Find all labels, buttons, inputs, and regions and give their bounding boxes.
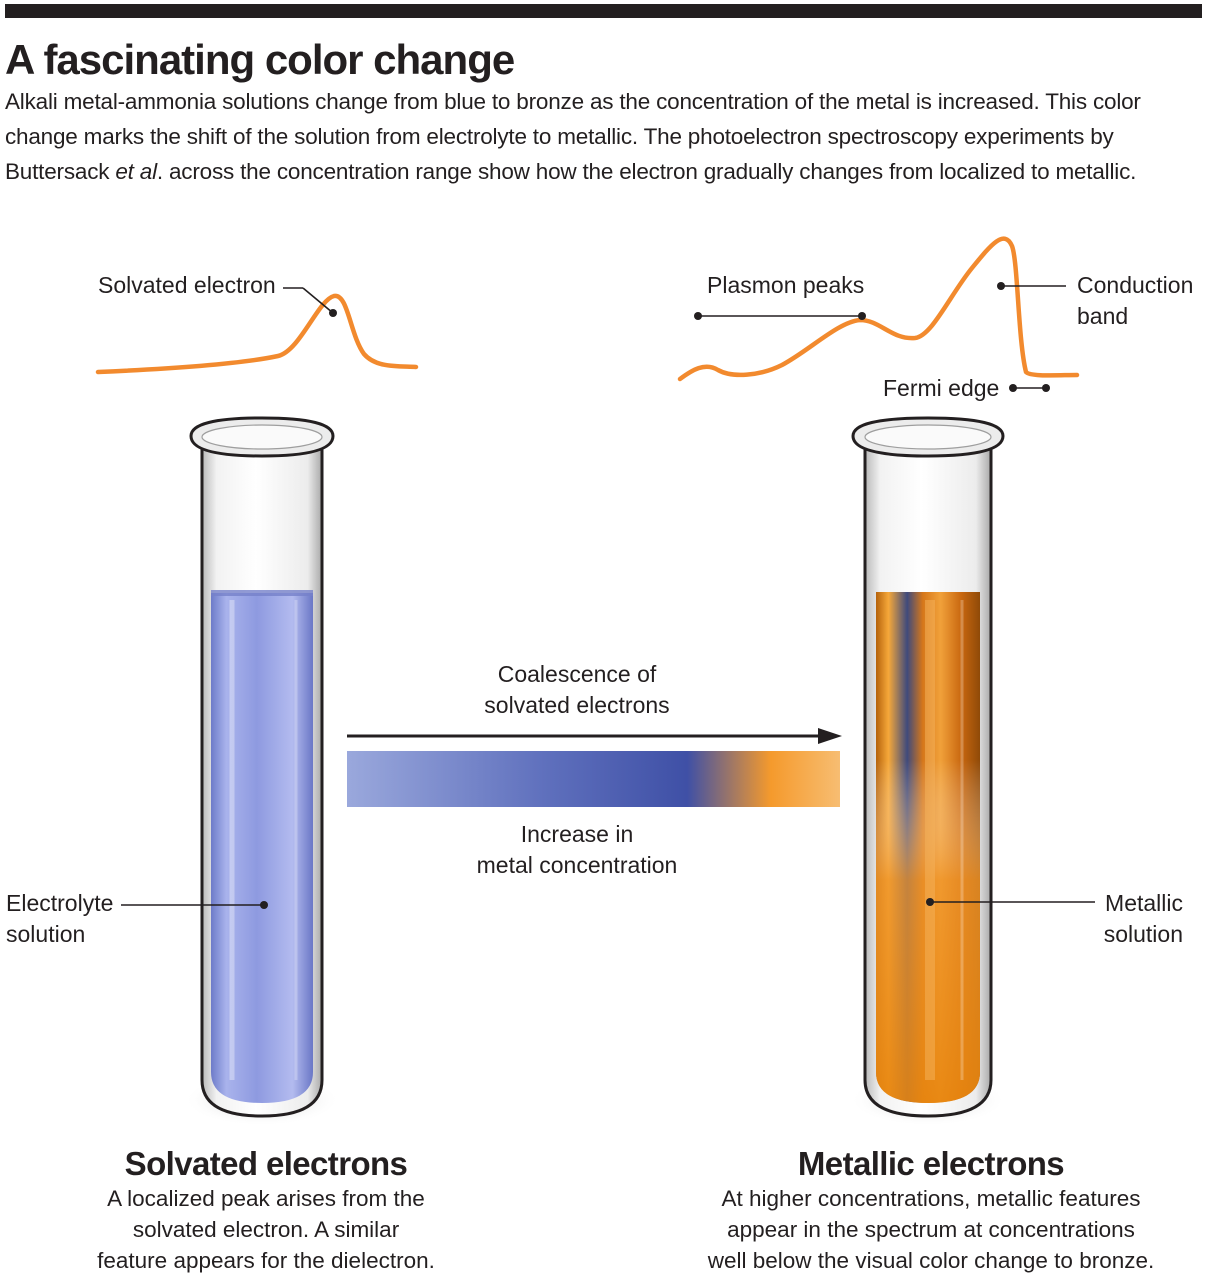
metallic-electrons-heading: Metallic electrons (797, 1145, 1065, 1182)
electrolyte-label-line2: solution (6, 921, 86, 947)
conduction-band-dot (997, 282, 1005, 290)
electrolyte-label-line1: Electrolyte (6, 890, 114, 916)
solvated-electron-dot (329, 309, 337, 317)
plasmon-dot-left (694, 312, 702, 320)
metallic-spectrum-line (677, 236, 1080, 382)
solvated-electron-label: Solvated electron (98, 272, 276, 298)
metallic-description-line1: At higher concentrations, metallic featu… (721, 1186, 1141, 1211)
electrolyte-liquid (211, 593, 313, 1103)
plasmon-peaks-label: Plasmon peaks (707, 272, 865, 298)
concentration-gradient-bar (347, 751, 840, 807)
coalescence-label-line2: solvated electrons (484, 692, 670, 718)
concentration-label-line1: Increase in (520, 821, 634, 847)
metallic-label-line2: solution (1103, 921, 1183, 947)
solvated-electron-leader-diag (302, 287, 334, 314)
figure-title: A fascinating color change (5, 36, 515, 83)
coalescence-arrowhead (818, 728, 842, 744)
metallic-electrons-description: At higher concentrations, metallic featu… (681, 1183, 1181, 1276)
intro-paragraph: Alkali metal-ammonia solutions change fr… (5, 84, 1185, 189)
metallic-label-line1: Metallic (1105, 890, 1183, 916)
intro-text-1: Alkali metal-ammonia solutions change fr… (5, 89, 1141, 184)
solvated-electrons-heading: Solvated electrons (124, 1145, 408, 1182)
intro-italic: et al (115, 159, 157, 184)
fermi-edge-label: Fermi edge (883, 375, 1000, 401)
metallic-description-line3: well below the visual color change to br… (707, 1248, 1155, 1273)
conduction-band-label-line2: band (1077, 303, 1129, 329)
solvated-electrons-description: A localized peak arises from the solvate… (66, 1183, 466, 1276)
solvated-electron-spectrum-line (95, 293, 419, 375)
coalescence-label-line1: Coalescence of (497, 661, 657, 687)
solvated-description-line3: feature appears for the dielectron. (97, 1248, 435, 1273)
top-rule (5, 4, 1202, 18)
metallic-description-line2: appear in the spectrum at concentrations (727, 1217, 1135, 1242)
electrolyte-test-tube (184, 416, 340, 1126)
conduction-band-label-line1: Conduction (1077, 272, 1194, 298)
fermi-edge-dot-right (1042, 384, 1050, 392)
solvated-description-line2: solvated electron. A similar (132, 1217, 400, 1242)
metallic-dot (926, 898, 934, 906)
fermi-edge-dot-left (1009, 384, 1017, 392)
metallic-test-tube (850, 416, 1006, 1126)
plasmon-dot-right (858, 312, 866, 320)
concentration-label-line2: metal concentration (476, 852, 678, 878)
solvated-description-line1: A localized peak arises from the (107, 1186, 425, 1211)
intro-text-2: . across the concentration range show ho… (156, 159, 1137, 184)
electrolyte-dot (260, 901, 268, 909)
